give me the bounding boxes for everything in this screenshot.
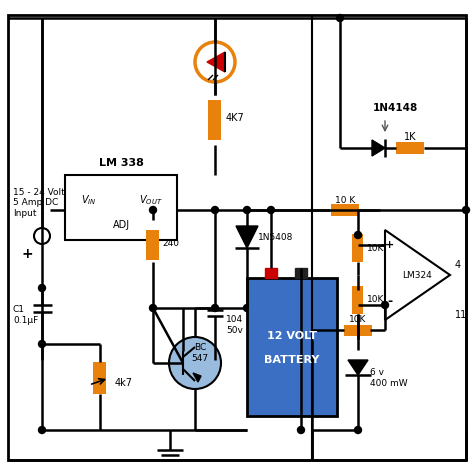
- Circle shape: [211, 207, 219, 213]
- Text: 6 v
400 mW: 6 v 400 mW: [370, 368, 408, 388]
- Text: 4K7: 4K7: [226, 113, 245, 123]
- Bar: [209, 100, 221, 140]
- Text: +: +: [385, 240, 395, 250]
- Polygon shape: [193, 373, 201, 382]
- Circle shape: [149, 207, 156, 213]
- Bar: [265, 268, 277, 278]
- Circle shape: [355, 231, 362, 238]
- Text: 10K: 10K: [367, 295, 384, 304]
- Circle shape: [38, 427, 46, 434]
- Bar: [344, 325, 372, 336]
- Bar: [295, 268, 307, 278]
- Bar: [146, 230, 159, 260]
- Text: $V_{IN}$: $V_{IN}$: [81, 193, 97, 207]
- Text: 11: 11: [455, 310, 467, 320]
- Text: 104
50v: 104 50v: [226, 315, 243, 335]
- Bar: [65, 175, 177, 240]
- Circle shape: [267, 207, 274, 213]
- Text: 10K: 10K: [367, 244, 384, 253]
- Circle shape: [244, 207, 250, 213]
- Circle shape: [38, 284, 46, 292]
- Bar: [331, 204, 359, 216]
- Circle shape: [298, 427, 304, 434]
- Text: 4k7: 4k7: [115, 378, 133, 388]
- Circle shape: [149, 304, 156, 311]
- Text: ADJ: ADJ: [112, 220, 129, 230]
- Bar: [353, 234, 364, 262]
- Text: BATTERY: BATTERY: [264, 355, 319, 365]
- Polygon shape: [348, 360, 368, 375]
- Circle shape: [211, 304, 219, 311]
- Text: +: +: [21, 247, 33, 261]
- Text: $V_{OUT}$: $V_{OUT}$: [139, 193, 163, 207]
- Circle shape: [34, 228, 50, 244]
- Text: 12 VOLT: 12 VOLT: [267, 331, 317, 341]
- Text: 15 - 24 Volt
5 Amp DC
Input: 15 - 24 Volt 5 Amp DC Input: [13, 188, 65, 218]
- Circle shape: [337, 15, 344, 21]
- Circle shape: [463, 207, 470, 213]
- Text: 1N5408: 1N5408: [258, 233, 293, 241]
- Circle shape: [355, 427, 362, 434]
- Bar: [396, 142, 424, 154]
- Polygon shape: [207, 52, 225, 72]
- Text: LM324: LM324: [402, 271, 432, 280]
- Circle shape: [169, 337, 221, 389]
- Bar: [247, 278, 337, 416]
- Text: 1K: 1K: [404, 132, 416, 142]
- Text: C1
0.1μF: C1 0.1μF: [13, 305, 38, 325]
- Text: 10 K: 10 K: [335, 195, 355, 204]
- Text: -: -: [387, 295, 392, 309]
- Circle shape: [244, 304, 250, 311]
- Text: 4: 4: [455, 260, 461, 270]
- Text: BC
547: BC 547: [191, 343, 209, 363]
- Circle shape: [38, 340, 46, 347]
- Polygon shape: [372, 140, 385, 156]
- Text: 240: 240: [162, 238, 179, 247]
- Bar: [353, 286, 364, 314]
- Text: 10K: 10K: [349, 316, 367, 325]
- Polygon shape: [236, 226, 258, 248]
- Circle shape: [382, 301, 389, 309]
- Polygon shape: [385, 230, 450, 320]
- Text: LM 338: LM 338: [99, 158, 144, 168]
- Bar: [93, 362, 107, 394]
- Text: 1N4148: 1N4148: [373, 103, 418, 113]
